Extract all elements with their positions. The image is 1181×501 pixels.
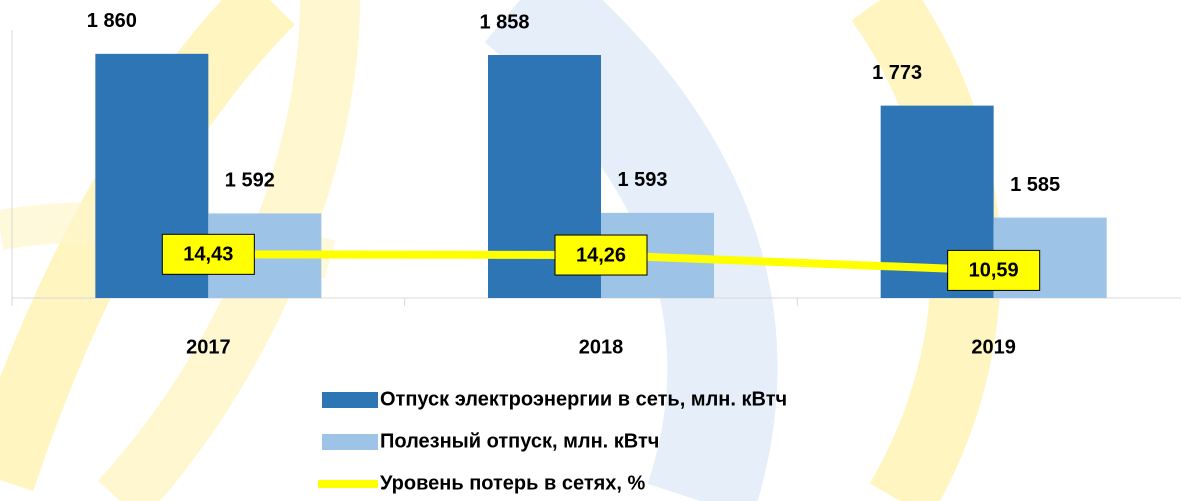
data-label: 1 858 — [479, 11, 529, 33]
legend-marker — [322, 392, 378, 408]
legend-label: Отпуск электроэнергии в сеть, млн. кВтч — [380, 388, 787, 410]
x-tick-label: 2018 — [579, 336, 624, 358]
legend-label: Уровень потерь в сетях, % — [380, 472, 646, 494]
data-label: 1 592 — [225, 170, 275, 192]
data-label: 14,43 — [183, 244, 233, 266]
data-label: 10,59 — [969, 260, 1019, 282]
data-label-box — [161, 233, 255, 275]
x-tick-label: 2019 — [971, 336, 1016, 358]
data-label: 1 593 — [617, 169, 667, 191]
data-label: 1 585 — [1010, 174, 1060, 196]
x-tick-label: 2017 — [186, 336, 231, 358]
data-label-box — [554, 234, 648, 276]
legend-label: Полезный отпуск, млн. кВтч — [380, 430, 659, 452]
data-label-box — [947, 249, 1041, 291]
legend-marker — [322, 434, 378, 450]
data-label: 14,26 — [576, 244, 626, 266]
data-label: 1 773 — [872, 62, 922, 84]
data-label: 1 860 — [87, 10, 137, 32]
